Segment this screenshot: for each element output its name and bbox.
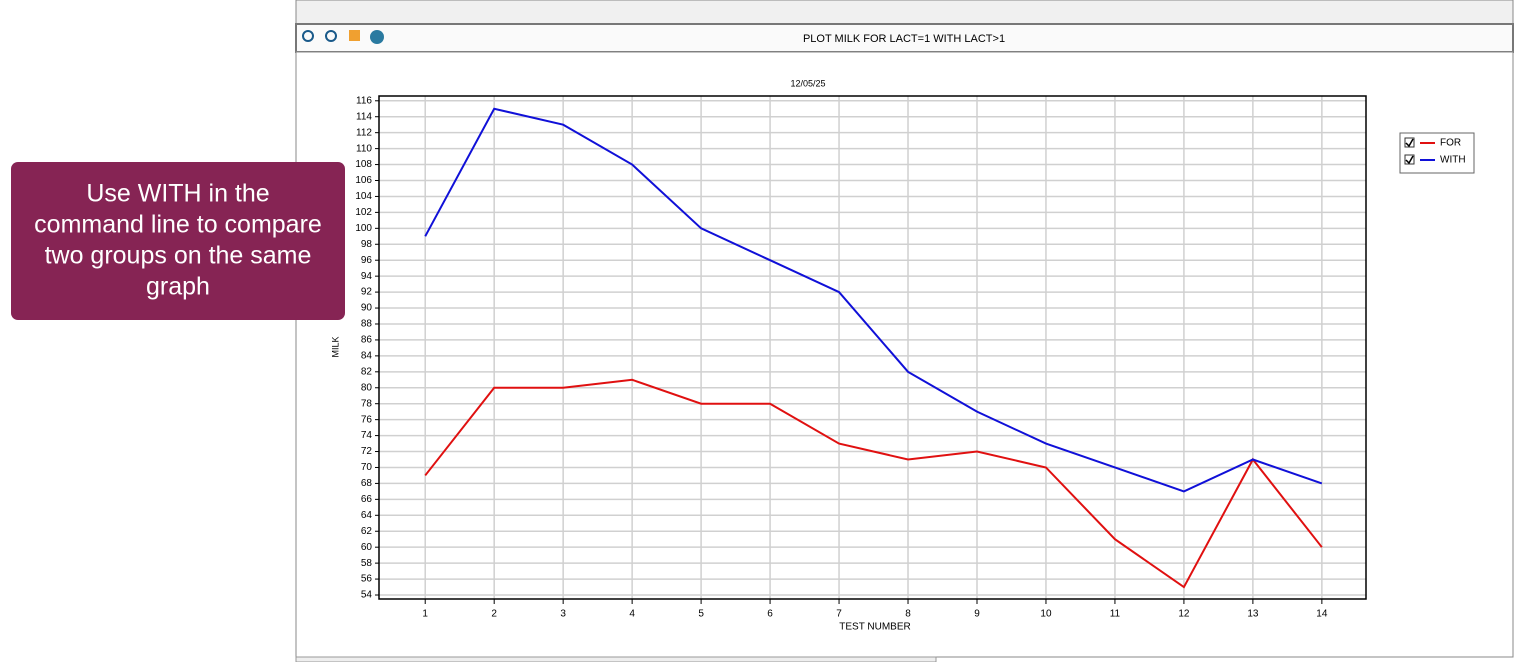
- callout-line: command line to compare: [34, 211, 322, 239]
- callout: Use WITH in the command line to compare …: [11, 162, 345, 320]
- y-tick-label: 56: [361, 574, 373, 585]
- y-tick-label: 60: [361, 542, 373, 553]
- top-strip: [295, 0, 1514, 25]
- plot-frame: [378, 95, 1367, 600]
- y-tick-label: 72: [361, 446, 373, 457]
- x-tick-label: 3: [560, 609, 566, 620]
- y-tick-label: 112: [356, 127, 372, 138]
- y-tick-label: 96: [361, 255, 373, 266]
- y-tick-label: 92: [361, 287, 373, 298]
- toolbar: [295, 23, 1514, 53]
- y-tick-label: 98: [361, 239, 373, 250]
- x-tick-label: 10: [1040, 609, 1052, 620]
- x-tick-label: 13: [1247, 609, 1259, 620]
- zoom-out-icon[interactable]: [302, 30, 314, 42]
- x-tick-label: 7: [836, 609, 842, 620]
- legend-check: [1405, 155, 1414, 165]
- y-tick-label: 110: [356, 143, 372, 154]
- legend-checkbox: [1404, 137, 1415, 148]
- x-tick-label: 11: [1110, 609, 1121, 620]
- y-tick-label: 64: [361, 510, 373, 521]
- chart-window: [295, 51, 1514, 658]
- y-tick-label: 62: [361, 526, 373, 537]
- y-tick-label: 80: [361, 382, 373, 393]
- x-tick-label: 4: [629, 609, 635, 620]
- y-tick-label: 86: [361, 335, 373, 346]
- y-tick-label: 116: [356, 95, 372, 106]
- x-tick-label: 14: [1316, 609, 1328, 620]
- window-title: PLOT MILK FOR LACT=1 WITH LACT>1: [803, 33, 1005, 45]
- y-tick-label: 106: [355, 175, 372, 186]
- legend-label: FOR: [1440, 138, 1461, 149]
- y-tick-label: 68: [361, 478, 373, 489]
- y-tick-label: 102: [355, 207, 372, 218]
- callout-line: graph: [146, 273, 210, 301]
- legend-label: WITH: [1440, 155, 1466, 166]
- chart-subtitle: 12/05/25: [790, 78, 825, 88]
- y-tick-label: 88: [361, 319, 373, 330]
- x-tick-label: 2: [491, 609, 497, 620]
- y-tick-label: 58: [361, 558, 373, 569]
- callout-line: two groups on the same: [45, 242, 312, 270]
- x-tick-label: 8: [905, 609, 911, 620]
- toolbar-icons: [302, 30, 384, 44]
- y-tick-label: 94: [361, 271, 373, 282]
- y-tick-label: 104: [355, 191, 372, 202]
- callout-box: [11, 162, 345, 320]
- y-tick-label: 114: [356, 111, 372, 122]
- legend-check: [1405, 138, 1414, 148]
- y-tick-label: 84: [361, 351, 373, 362]
- x-tick-label: 6: [767, 609, 773, 620]
- export-icon[interactable]: [349, 30, 360, 41]
- series-line: [424, 378, 1323, 589]
- x-tick-label: 5: [698, 609, 704, 620]
- bottom-tabs: [295, 656, 937, 662]
- y-tick-label: 108: [355, 159, 372, 170]
- series-line: [424, 107, 1323, 493]
- x-tick-label: 1: [422, 609, 428, 620]
- x-tick-label: 12: [1178, 609, 1190, 620]
- y-tick-label: 76: [361, 414, 373, 425]
- x-tick-label: 9: [974, 609, 980, 620]
- y-tick-label: 66: [361, 494, 373, 505]
- help-icon[interactable]: [370, 30, 384, 44]
- y-tick-label: 54: [361, 590, 373, 601]
- y-tick-label: 74: [361, 430, 373, 441]
- callout-line: Use WITH in the: [86, 180, 269, 208]
- x-axis-label: TEST NUMBER: [839, 622, 911, 633]
- legend-checkbox: [1404, 154, 1415, 165]
- y-tick-label: 78: [361, 398, 373, 409]
- y-tick-label: 82: [361, 366, 373, 377]
- tab-strip: [295, 656, 937, 662]
- zoom-in-icon[interactable]: [325, 30, 337, 42]
- y-tick-label: 90: [361, 303, 373, 314]
- y-axis-label: MILK: [330, 336, 340, 357]
- y-tick-label: 100: [355, 223, 372, 234]
- y-tick-label: 70: [361, 462, 373, 473]
